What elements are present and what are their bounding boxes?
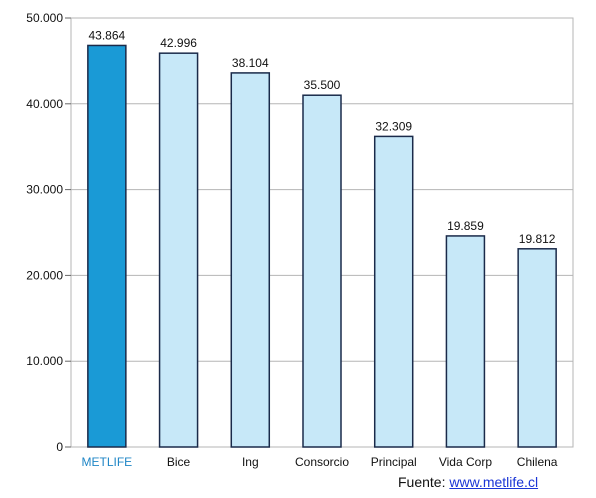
y-tick-label: 40.000 [26, 97, 63, 111]
bar [87, 44, 127, 448]
data-label: 42.996 [160, 36, 197, 50]
bar [158, 52, 199, 448]
source-label: Fuente: [398, 474, 446, 490]
x-tick-label: Chilena [517, 455, 558, 469]
x-tick-label: METLIFE [82, 455, 133, 469]
y-tick-label: 10.000 [26, 354, 63, 368]
data-label: 43.864 [89, 28, 126, 42]
bar [230, 72, 271, 448]
bar-chart: 0 10.000 20.000 30.000 40.000 50.000 METLIFE B… [26, 11, 574, 469]
source-note: Fuente: www.metlife.cl [398, 474, 538, 490]
x-tick-label: Bice [167, 455, 191, 469]
x-tick-label: Principal [371, 455, 417, 469]
data-label: 35.500 [304, 78, 341, 92]
bars [87, 44, 557, 448]
x-tick-label: Consorcio [295, 455, 349, 469]
y-tick-label: 30.000 [26, 183, 63, 197]
x-tick-label: Vida Corp [439, 455, 492, 469]
y-tick-label: 50.000 [26, 11, 63, 25]
bar [445, 235, 486, 448]
y-tick-label: 0 [56, 440, 63, 454]
x-axis: METLIFE Bice Ing Consorcio Principal Vida Cor… [82, 455, 558, 469]
data-label: 38.104 [232, 56, 269, 70]
data-label: 19.859 [447, 219, 484, 233]
y-axis: 0 10.000 20.000 30.000 40.000 50.000 [26, 11, 71, 454]
data-label: 32.309 [375, 119, 412, 133]
source-link[interactable]: www.metlife.cl [449, 474, 539, 490]
data-labels: 43.864 42.996 38.104 35.500 32.309 19.859 19.8… [89, 28, 556, 245]
bar [517, 248, 557, 448]
bar [373, 135, 414, 448]
x-tick-label: Ing [242, 455, 259, 469]
y-tick-label: 20.000 [26, 268, 63, 282]
data-label: 19.812 [519, 232, 556, 246]
bar [302, 94, 342, 448]
